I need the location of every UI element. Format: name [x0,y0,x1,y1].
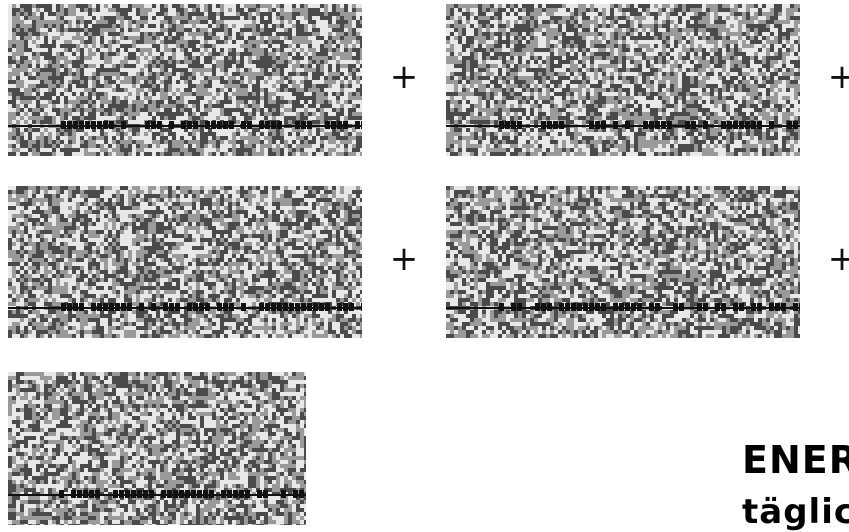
noise-texture [8,186,362,338]
noise-texture [8,372,306,525]
static-noise-image-2 [446,4,800,156]
static-noise-image-4 [446,186,800,338]
plus-sign-4: + [827,239,849,279]
noise-texture [446,186,800,338]
plus-sign-2: + [827,57,849,97]
plus-sign-1: + [389,57,419,97]
noise-texture [446,4,800,156]
static-noise-image-1 [8,4,362,156]
caption-subtitle: täglic [742,492,849,532]
caption-title: ENER [742,438,849,482]
static-noise-image-5 [8,372,306,525]
static-noise-image-3 [8,186,362,338]
noise-texture [8,4,362,156]
plus-sign-3: + [389,239,419,279]
